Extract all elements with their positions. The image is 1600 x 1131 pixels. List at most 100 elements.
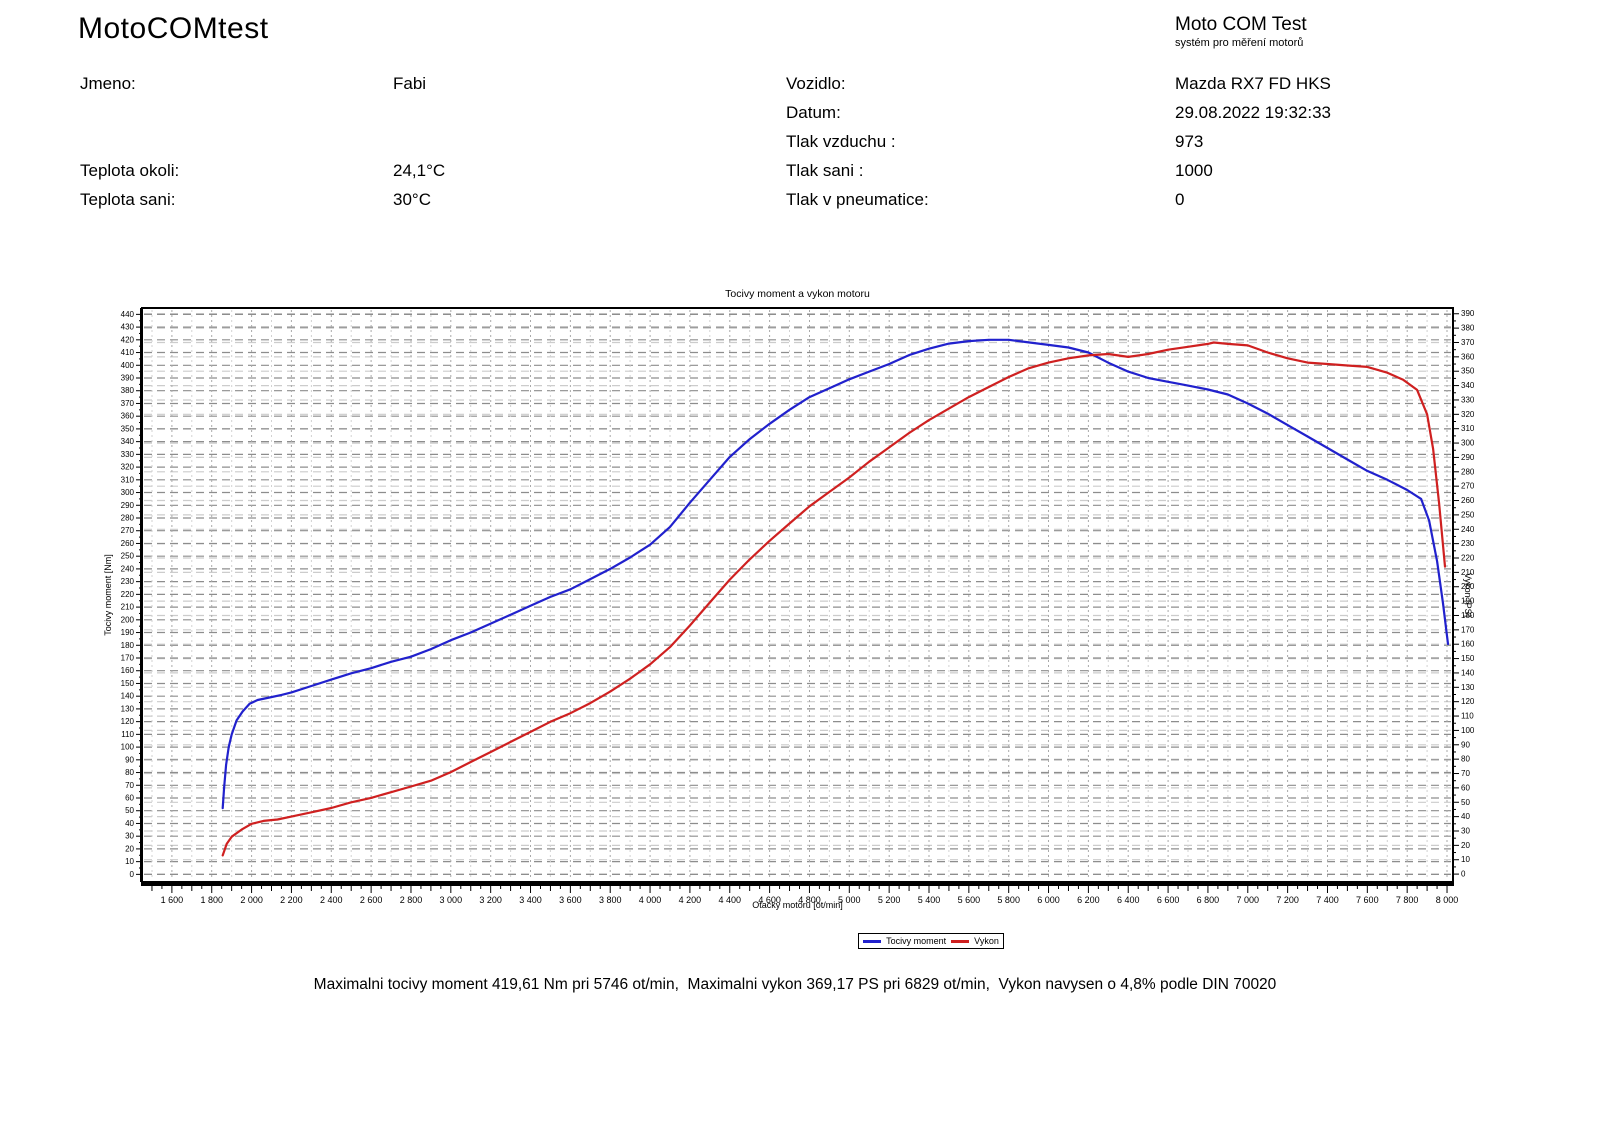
svg-text:200: 200 bbox=[121, 615, 135, 624]
svg-text:190: 190 bbox=[121, 628, 135, 637]
field-label-tlak-pneumatice: Tlak v pneumatice: bbox=[786, 190, 929, 209]
field-label-teplota-okoli: Teplota okoli: bbox=[80, 161, 180, 180]
svg-text:270: 270 bbox=[121, 526, 135, 535]
svg-text:10: 10 bbox=[1461, 855, 1470, 864]
svg-text:160: 160 bbox=[1461, 640, 1475, 649]
svg-text:50: 50 bbox=[125, 806, 134, 815]
svg-text:290: 290 bbox=[121, 501, 135, 510]
svg-text:400: 400 bbox=[121, 361, 135, 370]
svg-text:0: 0 bbox=[1461, 870, 1466, 879]
svg-text:320: 320 bbox=[1461, 410, 1475, 419]
svg-text:190: 190 bbox=[1461, 597, 1475, 606]
y-tick-labels: 0 10 20 30 40 50 60 70 80 90 100 110 120 130 140 150 160… bbox=[121, 309, 1475, 879]
svg-text:120: 120 bbox=[1461, 697, 1475, 706]
brand-subtitle: systém pro měření motorů bbox=[1175, 37, 1304, 49]
svg-text:260: 260 bbox=[121, 539, 135, 548]
svg-text:20: 20 bbox=[1461, 841, 1470, 850]
svg-text:120: 120 bbox=[121, 717, 135, 726]
right-axis-label: Vykon [PS] bbox=[1463, 572, 1473, 618]
svg-text:350: 350 bbox=[1461, 367, 1475, 376]
svg-text:240: 240 bbox=[121, 564, 135, 573]
svg-text:4 600: 4 600 bbox=[758, 895, 781, 905]
field-label-teplota-sani: Teplota sani: bbox=[80, 190, 176, 209]
svg-text:1 600: 1 600 bbox=[161, 895, 184, 905]
svg-text:6 400: 6 400 bbox=[1117, 895, 1140, 905]
svg-text:60: 60 bbox=[1461, 783, 1470, 792]
results-summary: Maximalni tocivy moment 419,61 Nm pri 57… bbox=[313, 976, 1277, 993]
svg-text:310: 310 bbox=[1461, 424, 1475, 433]
svg-text:380: 380 bbox=[121, 386, 135, 395]
svg-text:240: 240 bbox=[1461, 525, 1475, 534]
svg-text:2 800: 2 800 bbox=[400, 895, 423, 905]
svg-text:360: 360 bbox=[121, 412, 135, 421]
svg-text:140: 140 bbox=[1461, 668, 1475, 677]
svg-text:180: 180 bbox=[1461, 611, 1475, 620]
svg-text:20: 20 bbox=[125, 844, 134, 853]
svg-text:90: 90 bbox=[125, 755, 134, 764]
svg-text:30: 30 bbox=[125, 832, 134, 841]
svg-text:370: 370 bbox=[1461, 338, 1475, 347]
svg-text:390: 390 bbox=[1461, 309, 1475, 318]
svg-text:4 200: 4 200 bbox=[679, 895, 702, 905]
field-value-teplota-sani: 30°C bbox=[393, 190, 431, 209]
grid-nm bbox=[144, 313, 1451, 876]
field-value-vozidlo: Mazda RX7 FD HKS bbox=[1175, 74, 1331, 93]
svg-text:200: 200 bbox=[1461, 582, 1475, 591]
svg-text:180: 180 bbox=[121, 641, 135, 650]
chart-legend: Tocivy moment Vykon bbox=[858, 933, 1004, 949]
svg-text:250: 250 bbox=[1461, 510, 1475, 519]
brand-title: Moto COM Test bbox=[1175, 14, 1307, 35]
svg-text:10: 10 bbox=[125, 857, 134, 866]
svg-text:330: 330 bbox=[1461, 395, 1475, 404]
svg-text:3 200: 3 200 bbox=[479, 895, 502, 905]
svg-text:7 400: 7 400 bbox=[1316, 895, 1339, 905]
y-ticks bbox=[136, 313, 1459, 875]
field-value-jmeno: Fabi bbox=[393, 74, 427, 93]
x-tick-labels: 1 600 1 800 2 000 2 200 2 400 2 600 2 800 3 000… bbox=[161, 895, 1459, 905]
svg-text:220: 220 bbox=[1461, 554, 1475, 563]
svg-text:3 800: 3 800 bbox=[599, 895, 622, 905]
field-value-teplota-okoli: 24,1°C bbox=[393, 161, 446, 180]
svg-text:140: 140 bbox=[121, 692, 135, 701]
svg-text:420: 420 bbox=[121, 335, 135, 344]
power-curve bbox=[221, 341, 1447, 857]
svg-text:440: 440 bbox=[121, 310, 135, 319]
svg-text:30: 30 bbox=[1461, 826, 1470, 835]
chart-title: Tocivy moment a vykon motoru bbox=[725, 288, 870, 300]
svg-text:330: 330 bbox=[121, 450, 135, 459]
svg-text:230: 230 bbox=[1461, 539, 1475, 548]
torque-curve bbox=[221, 338, 1450, 810]
svg-text:360: 360 bbox=[1461, 352, 1475, 361]
x-ticks bbox=[151, 886, 1448, 893]
svg-text:2 000: 2 000 bbox=[240, 895, 263, 905]
svg-text:70: 70 bbox=[1461, 769, 1470, 778]
svg-text:7 600: 7 600 bbox=[1356, 895, 1379, 905]
svg-text:300: 300 bbox=[121, 488, 135, 497]
svg-text:130: 130 bbox=[121, 704, 135, 713]
svg-text:7 000: 7 000 bbox=[1237, 895, 1260, 905]
svg-text:5 200: 5 200 bbox=[878, 895, 901, 905]
svg-text:130: 130 bbox=[1461, 683, 1475, 692]
field-value-tlak-sani: 1000 bbox=[1175, 161, 1213, 180]
svg-text:2 600: 2 600 bbox=[360, 895, 383, 905]
svg-text:110: 110 bbox=[121, 730, 134, 739]
legend-label-torque: Tocivy moment bbox=[886, 936, 947, 946]
x-axis-label: Otacky motoru [ot/min] bbox=[752, 900, 843, 910]
svg-text:280: 280 bbox=[1461, 467, 1475, 476]
svg-text:40: 40 bbox=[1461, 812, 1470, 821]
svg-text:370: 370 bbox=[121, 399, 135, 408]
legend-label-power: Vykon bbox=[974, 936, 999, 946]
svg-text:70: 70 bbox=[125, 781, 134, 790]
svg-text:410: 410 bbox=[121, 348, 135, 357]
svg-text:6 200: 6 200 bbox=[1077, 895, 1100, 905]
field-label-jmeno: Jmeno: bbox=[80, 74, 136, 93]
svg-text:310: 310 bbox=[121, 475, 135, 484]
svg-text:100: 100 bbox=[121, 743, 135, 752]
torque-legend-line-icon bbox=[863, 939, 882, 943]
svg-text:80: 80 bbox=[125, 768, 134, 777]
svg-text:150: 150 bbox=[121, 679, 135, 688]
svg-text:430: 430 bbox=[121, 323, 135, 332]
svg-text:170: 170 bbox=[1461, 625, 1475, 634]
field-value-datum: 29.08.2022 19:32:33 bbox=[1175, 103, 1331, 122]
svg-text:6 000: 6 000 bbox=[1037, 895, 1060, 905]
